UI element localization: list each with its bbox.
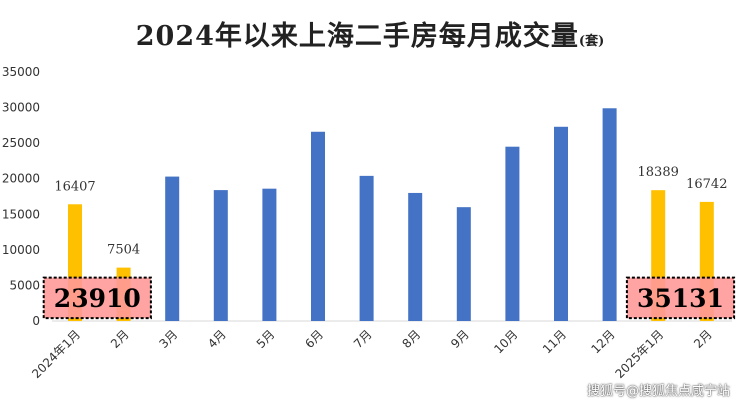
bar: [408, 192, 423, 321]
bar: [165, 176, 180, 321]
data-label: 16407: [54, 179, 95, 194]
y-tick-label: 15000: [2, 207, 40, 221]
annotations: 23910 35131: [42, 276, 736, 320]
data-label: 18389: [638, 165, 679, 180]
y-tick-label: 25000: [2, 136, 40, 150]
highlight-box-value: 35131: [637, 284, 724, 313]
chart-title-unit: (套): [578, 34, 605, 49]
x-tick-label: 7月: [351, 327, 375, 351]
bar: [456, 207, 471, 321]
bar: [505, 146, 520, 321]
x-tick-label: 5月: [254, 327, 278, 351]
bar: [554, 126, 568, 321]
x-tick-label: 3月: [157, 327, 181, 351]
x-tick-label: 2024年1月: [29, 327, 83, 381]
data-labels: 16407 7504 18389 16742: [54, 165, 727, 257]
x-tick-label: 8月: [400, 327, 424, 351]
highlight-box: 35131: [625, 276, 736, 320]
bar: [213, 190, 228, 321]
x-tick-label: 12月: [589, 327, 618, 356]
x-tick-label: 6月: [302, 327, 326, 351]
chart-title: 2024年以来上海二手房每月成交量(套): [0, 14, 740, 53]
x-tick-label: 9月: [448, 327, 472, 351]
watermark: 搜狐号@搜狐焦点咸宁站: [586, 384, 730, 399]
y-tick-label: 20000: [2, 172, 40, 186]
y-tick-label: 0: [32, 314, 40, 328]
x-tick-label: 2025年1月: [612, 327, 666, 381]
highlight-box-rect: [625, 276, 736, 320]
highlight-box-rect: [42, 276, 152, 320]
bar: [262, 188, 277, 321]
bars: [68, 108, 714, 321]
y-tick-label: 35000: [2, 65, 40, 79]
highlight-box: 23910: [42, 276, 152, 320]
bar: [311, 131, 325, 321]
data-label: 16742: [686, 177, 727, 192]
chart-title-text: 2024年以来上海二手房每月成交量: [135, 21, 579, 52]
x-tick-label: 10月: [491, 327, 520, 356]
y-tick-label: 5000: [9, 278, 40, 292]
x-tick-label: 2月: [691, 327, 715, 351]
highlight-box-value: 23910: [54, 284, 141, 313]
bar: [602, 108, 617, 321]
data-label: 7504: [107, 243, 140, 258]
x-tick-label: 11月: [540, 327, 569, 356]
y-tick-label: 10000: [2, 243, 40, 257]
x-tick-label: 2月: [108, 327, 132, 351]
y-axis: 0 5000 10000 15000 20000 25000 30000 35000: [2, 65, 732, 328]
bar: [359, 175, 374, 321]
x-tick-label: 4月: [205, 327, 229, 351]
y-tick-label: 30000: [2, 101, 40, 115]
